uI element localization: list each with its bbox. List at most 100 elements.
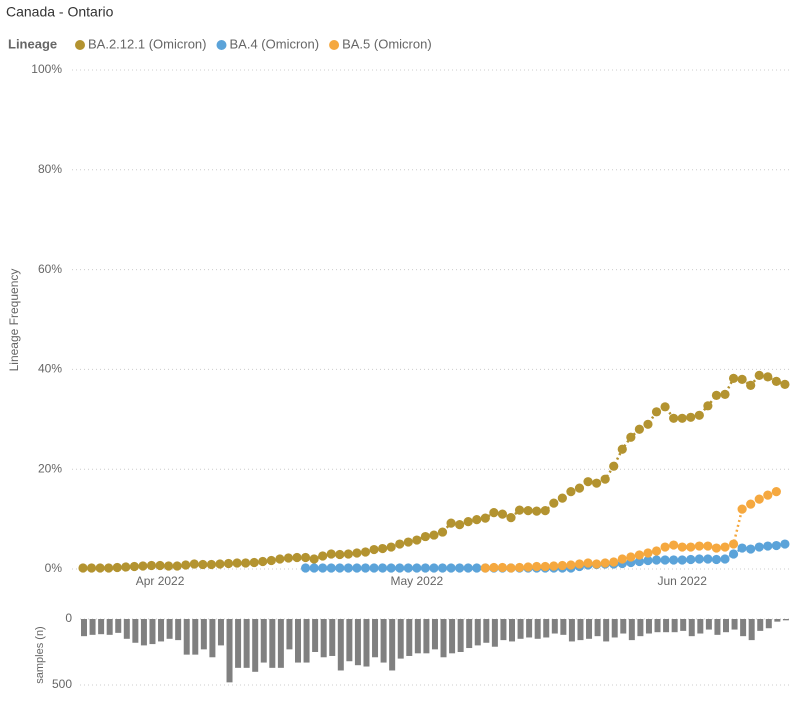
bar bbox=[568, 619, 575, 642]
data-point bbox=[617, 554, 627, 564]
data-point bbox=[378, 543, 388, 554]
data-point bbox=[677, 555, 687, 565]
bar bbox=[697, 619, 704, 634]
bar bbox=[217, 619, 224, 646]
data-point bbox=[292, 552, 302, 563]
data-point bbox=[309, 554, 319, 564]
data-point bbox=[266, 555, 276, 566]
data-point bbox=[138, 561, 148, 571]
bar bbox=[611, 619, 618, 638]
bar bbox=[406, 619, 413, 656]
data-point bbox=[395, 539, 405, 549]
bar bbox=[723, 619, 729, 633]
data-point bbox=[566, 487, 576, 497]
data-point bbox=[514, 505, 525, 515]
data-point bbox=[651, 407, 662, 417]
bar bbox=[372, 619, 379, 658]
bar bbox=[106, 619, 113, 635]
y-tick-label: 20% bbox=[38, 461, 62, 475]
data-point bbox=[506, 513, 516, 523]
data-point bbox=[634, 424, 645, 434]
data-point bbox=[78, 563, 88, 573]
data-point bbox=[420, 531, 430, 542]
data-point bbox=[129, 561, 139, 572]
bar bbox=[534, 619, 541, 639]
data-point bbox=[326, 563, 336, 573]
data-point bbox=[694, 554, 704, 564]
bar bbox=[603, 619, 610, 642]
bar bbox=[354, 619, 361, 666]
bar bbox=[620, 619, 627, 634]
data-point bbox=[412, 563, 422, 573]
bar bbox=[226, 619, 233, 683]
bar bbox=[663, 619, 670, 633]
data-point bbox=[737, 543, 747, 553]
data-point bbox=[643, 555, 653, 566]
data-point bbox=[780, 379, 790, 389]
data-point bbox=[232, 558, 242, 568]
data-point bbox=[540, 506, 550, 516]
bar bbox=[286, 619, 293, 650]
data-point bbox=[300, 552, 311, 563]
x-tick-label: May 2022 bbox=[390, 574, 443, 588]
bar bbox=[389, 619, 396, 671]
data-point bbox=[514, 562, 525, 573]
data-point bbox=[437, 527, 448, 537]
bar bbox=[474, 619, 481, 646]
data-point bbox=[532, 506, 542, 516]
bar bbox=[491, 619, 498, 647]
data-point bbox=[660, 542, 670, 552]
data-point bbox=[472, 563, 482, 573]
bar bbox=[200, 619, 207, 650]
bar bbox=[500, 619, 507, 641]
data-point bbox=[121, 562, 131, 572]
data-point bbox=[463, 516, 473, 527]
data-point bbox=[206, 559, 216, 570]
data-point bbox=[669, 413, 679, 423]
data-point bbox=[343, 549, 353, 559]
bar bbox=[269, 619, 276, 668]
data-point bbox=[686, 554, 696, 565]
data-point bbox=[703, 401, 713, 411]
data-point bbox=[112, 562, 122, 573]
data-point bbox=[164, 561, 174, 571]
bar bbox=[645, 619, 652, 634]
bar bbox=[680, 619, 687, 631]
data-point bbox=[181, 560, 191, 570]
data-point bbox=[146, 560, 157, 571]
data-point bbox=[446, 518, 456, 528]
data-point bbox=[343, 563, 353, 573]
data-point bbox=[763, 541, 773, 551]
data-point bbox=[489, 562, 499, 573]
data-point bbox=[360, 547, 371, 557]
bar bbox=[765, 619, 772, 629]
data-point bbox=[686, 412, 696, 422]
data-point bbox=[532, 561, 542, 572]
data-point bbox=[403, 563, 413, 573]
bar bbox=[543, 619, 550, 638]
data-point bbox=[626, 552, 636, 562]
bar bbox=[551, 619, 558, 634]
bar bbox=[158, 619, 165, 642]
data-point bbox=[609, 461, 619, 471]
data-point bbox=[720, 389, 730, 399]
y-tick-label: 40% bbox=[38, 362, 62, 376]
y-tick-label: 80% bbox=[38, 162, 62, 176]
y-tick-label: 0 bbox=[65, 611, 72, 625]
data-point bbox=[318, 551, 328, 561]
bar bbox=[312, 619, 319, 652]
data-point bbox=[643, 419, 653, 429]
bar bbox=[380, 619, 387, 663]
bar bbox=[440, 619, 447, 658]
data-point bbox=[720, 554, 730, 564]
data-point bbox=[643, 548, 653, 558]
x-tick-label: Jun 2022 bbox=[658, 574, 708, 588]
bar bbox=[774, 619, 781, 622]
data-point bbox=[275, 554, 285, 564]
data-point bbox=[540, 561, 550, 572]
data-point bbox=[583, 477, 593, 487]
bar bbox=[594, 619, 601, 637]
bar bbox=[123, 619, 130, 639]
bar bbox=[757, 619, 764, 631]
data-point bbox=[746, 499, 756, 509]
